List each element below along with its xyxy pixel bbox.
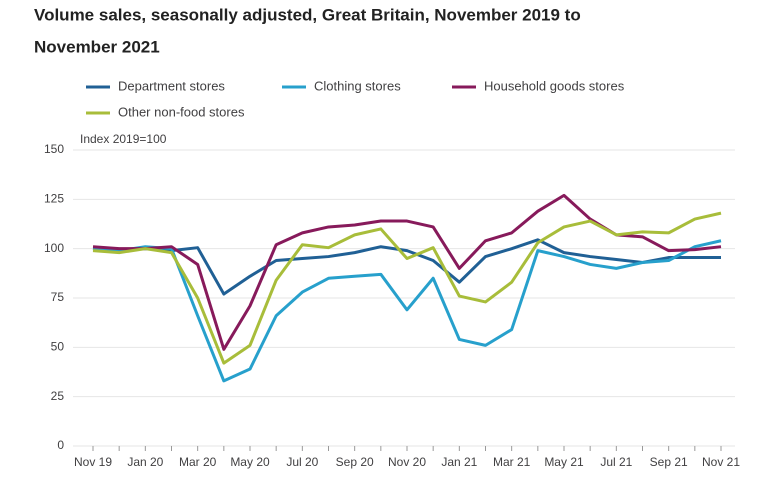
y-tick-label: 125	[44, 192, 64, 206]
series-line	[92, 193, 722, 351]
y-tick-label: 0	[57, 438, 64, 452]
x-tick-label: Mar 20	[179, 455, 217, 469]
x-tick-label: Jul 20	[286, 455, 318, 469]
series-line	[92, 238, 721, 296]
x-tick-label: May 20	[230, 455, 270, 469]
x-tick-label: Sep 20	[336, 455, 374, 469]
x-tick-label: Jan 20	[127, 455, 163, 469]
x-tick-label: Jan 21	[441, 455, 477, 469]
x-tick-label: Sep 21	[650, 455, 688, 469]
x-tick-label: May 21	[544, 455, 584, 469]
x-tick-label: Jul 21	[600, 455, 632, 469]
x-tick-label: Mar 21	[493, 455, 531, 469]
series-line	[92, 239, 722, 383]
series-line	[92, 211, 722, 365]
y-tick-label: 150	[44, 142, 64, 156]
legend-label: Household goods stores	[484, 78, 625, 93]
legend-label: Clothing stores	[314, 78, 401, 93]
x-tick-label: Nov 19	[74, 455, 112, 469]
legend-label: Department stores	[118, 78, 225, 93]
legend-label: Other non-food stores	[118, 104, 245, 119]
y-tick-label: 25	[51, 389, 65, 403]
x-tick-label: Nov 21	[702, 455, 740, 469]
y-tick-label: 50	[51, 340, 65, 354]
x-tick-label: Nov 20	[388, 455, 426, 469]
y-tick-label: 75	[51, 290, 65, 304]
chart-title: November 2021	[34, 37, 160, 56]
y-axis-label: Index 2019=100	[80, 132, 167, 146]
chart-title: Volume sales, seasonally adjusted, Great…	[34, 5, 581, 24]
y-tick-label: 100	[44, 241, 64, 255]
